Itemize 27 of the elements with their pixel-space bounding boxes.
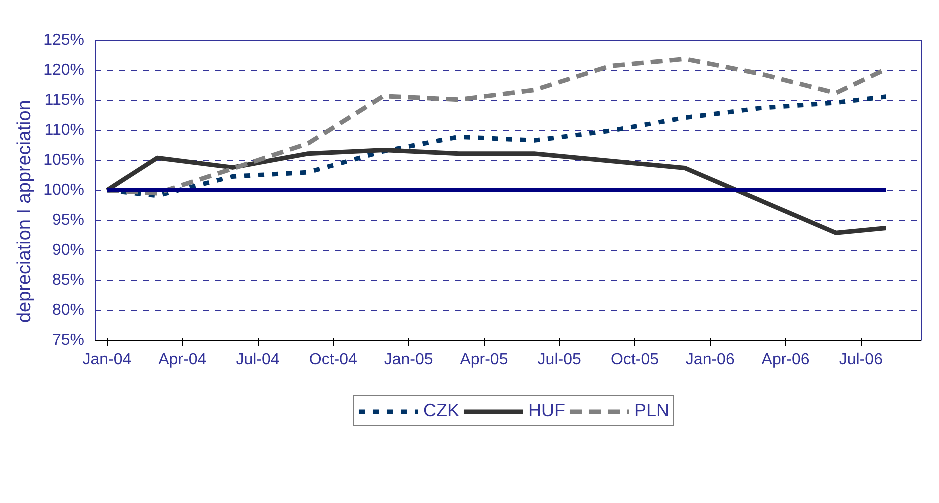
x-tick-label: Jul-06: [839, 352, 884, 368]
y-tick-label: 95%: [52, 212, 85, 229]
legend-label: PLN: [634, 400, 670, 422]
x-tick-label: Jan-05: [384, 352, 434, 368]
y-tick-label: 115%: [44, 92, 84, 109]
y-tick-label: 120%: [44, 62, 84, 79]
x-tick-label: Apr-06: [762, 352, 810, 368]
x-tick-label: Jul-04: [236, 352, 280, 368]
y-tick-label: 90%: [52, 242, 85, 259]
y-tick-label: 100%: [44, 182, 84, 199]
y-tick-label: 75%: [52, 332, 85, 349]
y-tick-label: 125%: [44, 32, 84, 49]
y-axis-title: depreciation I appreciation: [14, 100, 36, 324]
x-tick-label: Jan-04: [82, 352, 132, 368]
line-series: [104, 148, 889, 236]
x-tick-label: Oct-04: [309, 352, 358, 368]
x-tick-label: Apr-05: [460, 352, 508, 368]
legend-label: HUF: [528, 400, 566, 422]
x-tick-label: Jan-06: [686, 352, 735, 368]
y-tick-label: 110%: [44, 122, 84, 139]
x-tick-label: Apr-04: [158, 352, 207, 368]
x-tick-label: Jul-05: [538, 352, 582, 368]
y-tick-label: 80%: [52, 302, 85, 319]
y-tick-label: 105%: [44, 152, 84, 169]
y-tick-label: 85%: [52, 272, 85, 289]
x-tick-label: Oct-05: [610, 352, 660, 368]
legend-label: CZK: [423, 400, 460, 422]
